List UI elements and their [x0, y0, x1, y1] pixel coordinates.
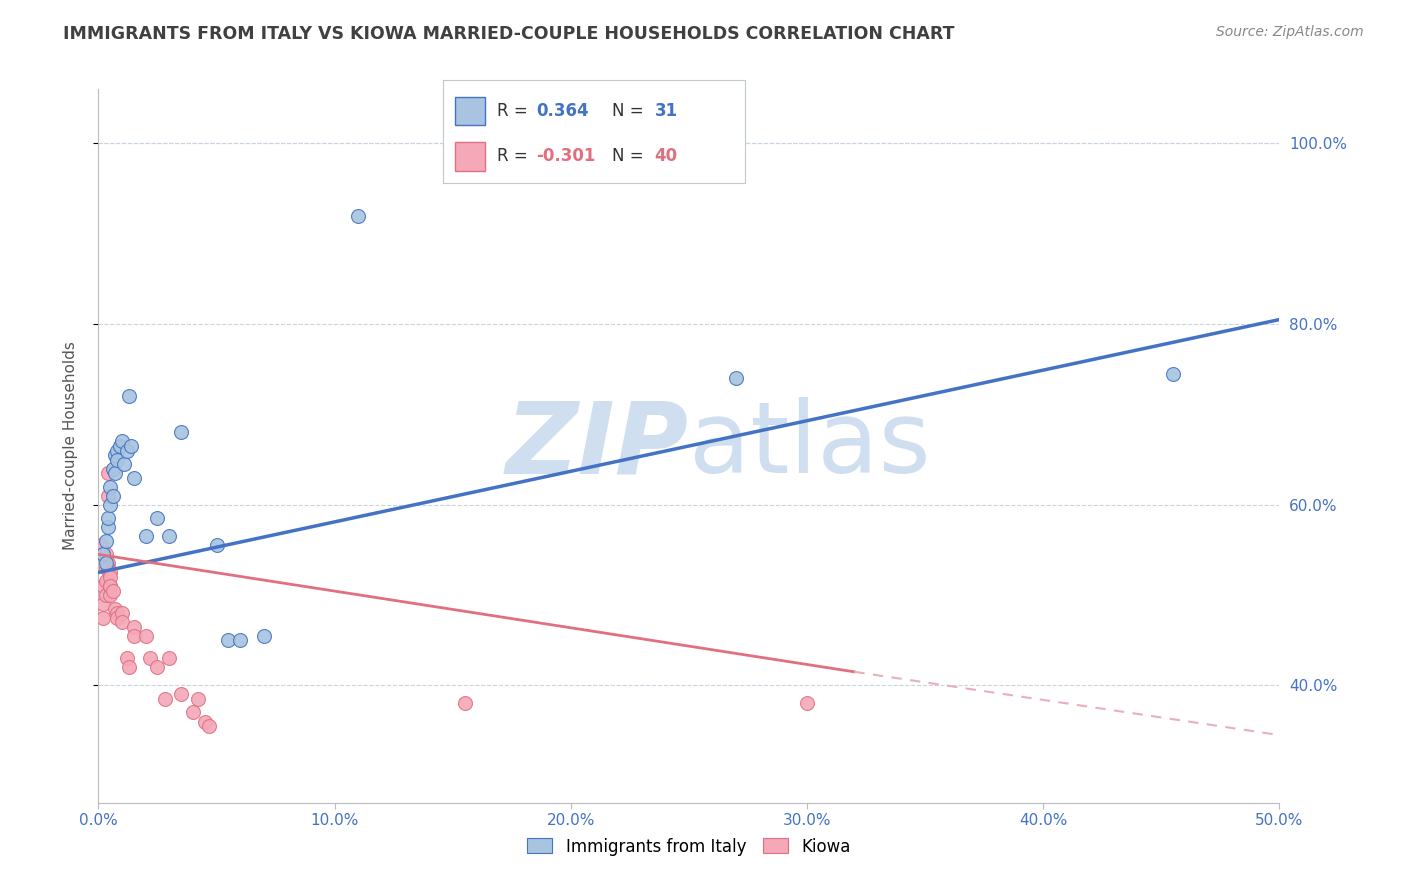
- Point: [181, 706, 204, 720]
- Point: [98, 588, 121, 602]
- Point: [198, 719, 221, 733]
- Point: [796, 697, 818, 711]
- Point: [157, 651, 180, 665]
- Point: [111, 434, 134, 449]
- Y-axis label: Married-couple Households: Married-couple Households: [63, 342, 77, 550]
- Text: -0.301: -0.301: [537, 147, 596, 165]
- Point: [98, 579, 121, 593]
- Point: [91, 597, 114, 611]
- Point: [98, 570, 121, 584]
- Text: ZIP: ZIP: [506, 398, 689, 494]
- Point: [253, 629, 276, 643]
- Point: [108, 439, 131, 453]
- Point: [101, 583, 124, 598]
- Point: [97, 520, 120, 534]
- Point: [105, 606, 128, 620]
- Text: atlas: atlas: [689, 398, 931, 494]
- Point: [170, 687, 193, 701]
- Bar: [456, 96, 485, 126]
- Point: [94, 588, 117, 602]
- Point: [122, 629, 145, 643]
- Point: [111, 606, 134, 620]
- Point: [98, 480, 121, 494]
- Point: [91, 548, 114, 562]
- Point: [94, 574, 117, 589]
- Point: [91, 579, 114, 593]
- Point: [194, 714, 217, 729]
- Text: R =: R =: [498, 102, 529, 120]
- Point: [187, 692, 209, 706]
- Point: [111, 615, 134, 629]
- Point: [97, 561, 120, 575]
- Point: [94, 533, 117, 548]
- Point: [98, 566, 121, 580]
- Text: N =: N =: [612, 147, 644, 165]
- Point: [97, 557, 120, 571]
- Point: [115, 651, 138, 665]
- Point: [105, 610, 128, 624]
- Point: [98, 579, 121, 593]
- Point: [170, 425, 193, 440]
- Point: [205, 538, 228, 552]
- Point: [105, 452, 128, 467]
- Point: [104, 601, 127, 615]
- Text: R =: R =: [498, 147, 529, 165]
- Point: [122, 620, 145, 634]
- Point: [97, 511, 120, 525]
- Point: [153, 692, 176, 706]
- Point: [135, 529, 157, 543]
- Point: [105, 443, 128, 458]
- Point: [118, 389, 141, 403]
- Text: IMMIGRANTS FROM ITALY VS KIOWA MARRIED-COUPLE HOUSEHOLDS CORRELATION CHART: IMMIGRANTS FROM ITALY VS KIOWA MARRIED-C…: [63, 25, 955, 43]
- Point: [91, 548, 114, 562]
- Text: 0.364: 0.364: [537, 102, 589, 120]
- Point: [94, 561, 117, 575]
- Point: [112, 457, 135, 471]
- Point: [90, 538, 112, 552]
- Point: [157, 529, 180, 543]
- Point: [229, 633, 252, 648]
- Point: [118, 660, 141, 674]
- Text: 40: 40: [655, 147, 678, 165]
- Point: [139, 651, 162, 665]
- Point: [347, 209, 370, 223]
- Point: [146, 511, 169, 525]
- Bar: [456, 142, 485, 170]
- Point: [217, 633, 239, 648]
- Text: Source: ZipAtlas.com: Source: ZipAtlas.com: [1216, 25, 1364, 39]
- Text: N =: N =: [612, 102, 644, 120]
- Point: [97, 489, 120, 503]
- Point: [725, 371, 748, 385]
- Point: [101, 461, 124, 475]
- Point: [146, 660, 169, 674]
- Point: [1161, 367, 1184, 381]
- Point: [122, 470, 145, 484]
- Point: [104, 448, 127, 462]
- Point: [121, 439, 143, 453]
- Point: [98, 498, 121, 512]
- Point: [94, 548, 117, 562]
- Point: [101, 489, 124, 503]
- Point: [104, 466, 127, 480]
- Point: [453, 697, 475, 711]
- Point: [97, 466, 120, 480]
- Text: 31: 31: [655, 102, 678, 120]
- Point: [115, 443, 138, 458]
- Point: [94, 557, 117, 571]
- Legend: Immigrants from Italy, Kiowa: Immigrants from Italy, Kiowa: [520, 831, 858, 863]
- Point: [91, 610, 114, 624]
- Point: [135, 629, 157, 643]
